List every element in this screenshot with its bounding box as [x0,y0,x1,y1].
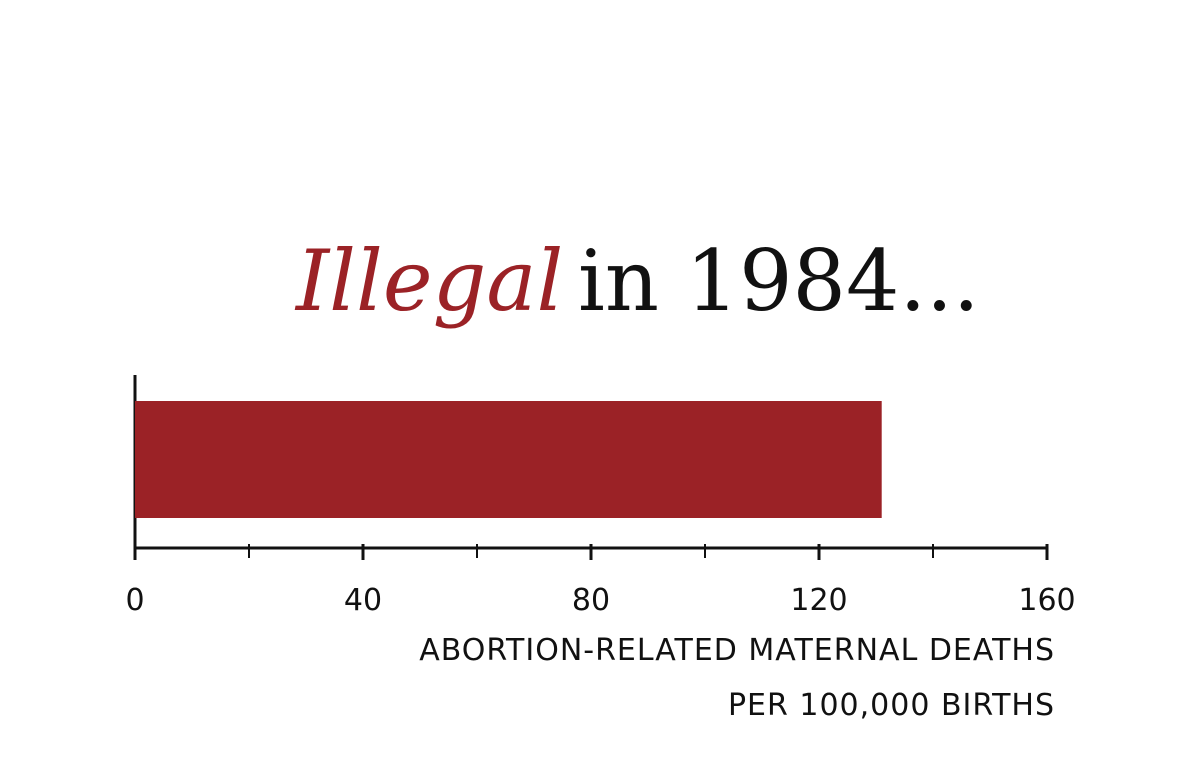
bar [135,401,882,518]
x-axis-title: PER 100,000 BIRTHS [728,688,1055,723]
x-tick-label: 120 [790,583,847,618]
chart-title: in 1984... [578,232,980,330]
x-axis-title: ABORTION-RELATED MATERNAL DEATHS [419,633,1055,668]
chart-title: Illegal [294,232,563,330]
x-tick-label: 80 [572,583,610,618]
x-tick-label: 160 [1018,583,1075,618]
x-tick-label: 0 [125,583,144,618]
x-tick-label: 40 [344,583,382,618]
